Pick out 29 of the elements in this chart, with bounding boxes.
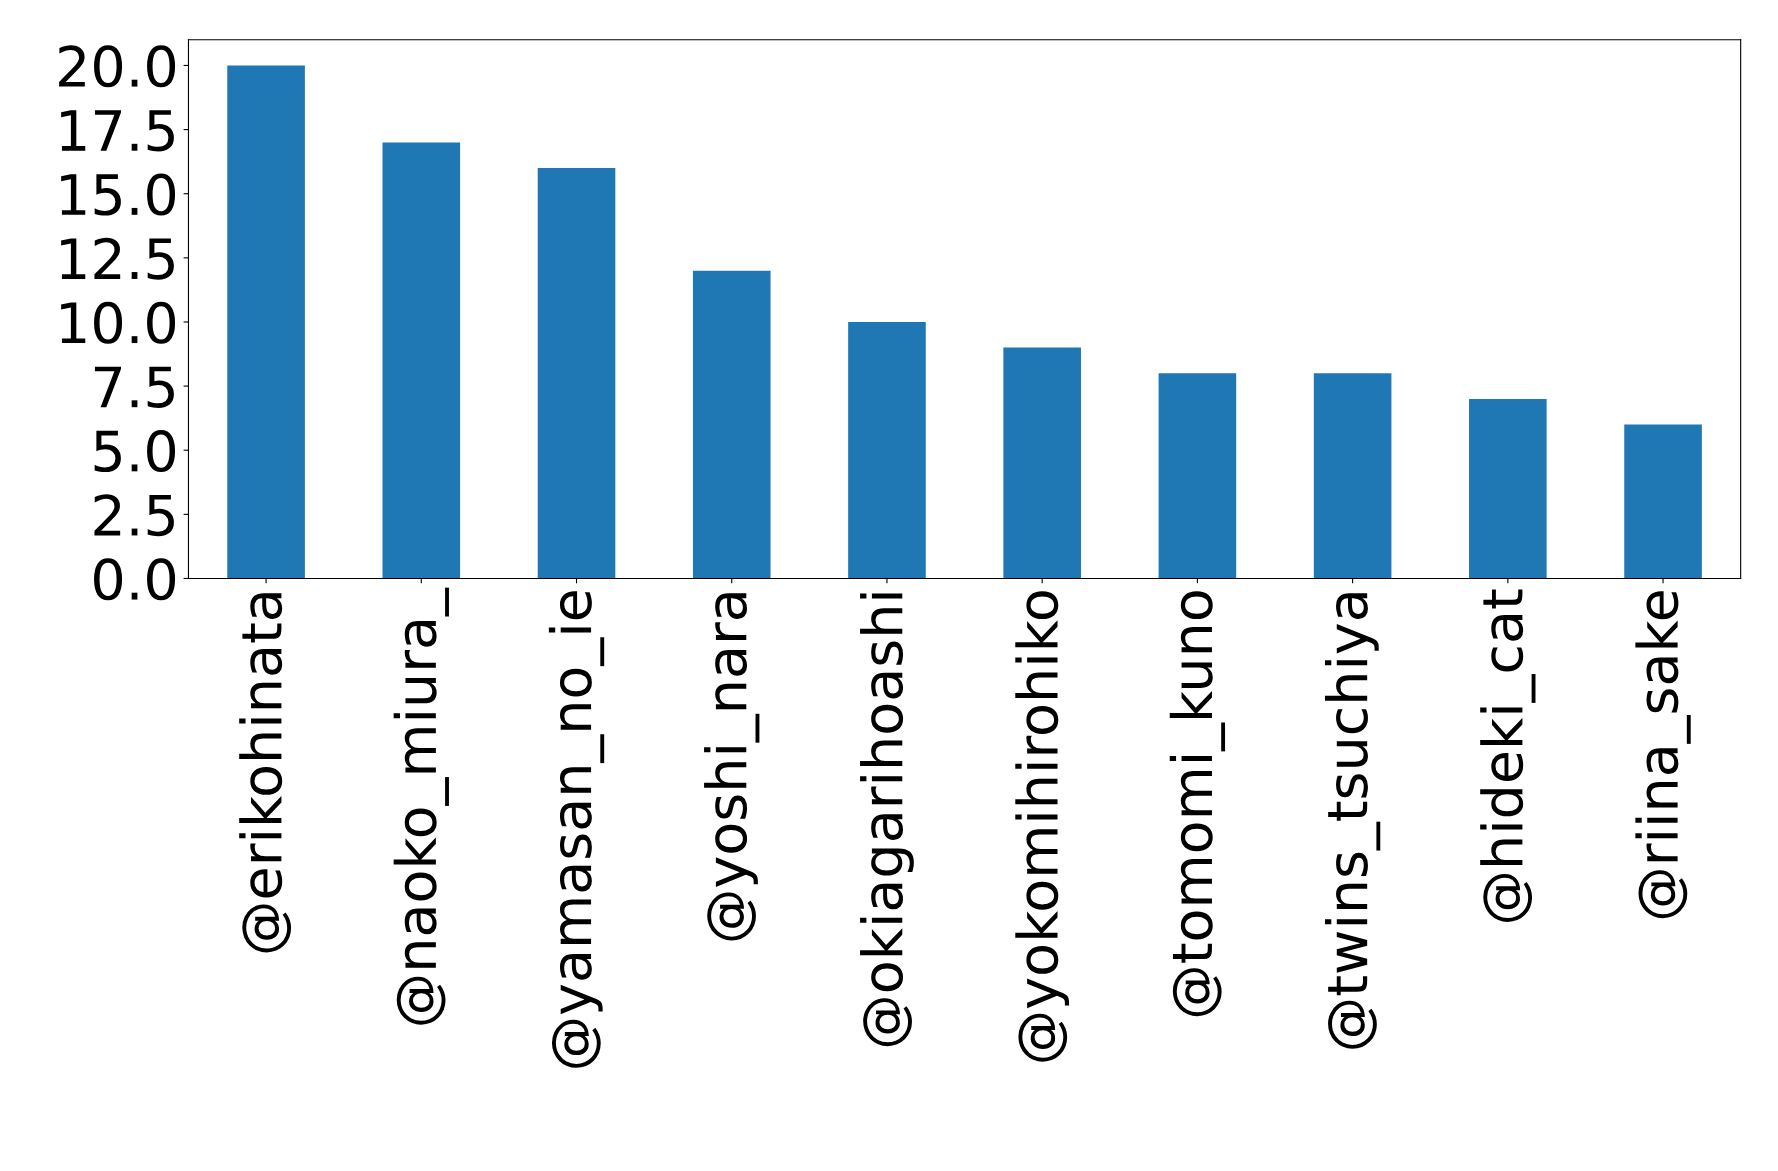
x-tick-label: @yokomihirohiko (1015, 591, 1070, 1062)
bar (1313, 373, 1392, 579)
x-tick-label: @tomomi_kuno (1169, 591, 1226, 1017)
bar (1158, 373, 1237, 579)
y-tick-label: 5.0 (94, 430, 176, 473)
bar (1003, 347, 1081, 579)
x-tick-label: @okiagarihoashi (860, 593, 914, 1047)
x-tick-label: @erikohinata (239, 593, 292, 953)
y-tick-label: 10.0 (61, 301, 176, 344)
y-tick-label: 0.0 (94, 558, 176, 601)
x-tick-label: @yoshi_nara (704, 593, 760, 941)
x-tick-label: @naoko_miura_ (393, 587, 449, 1025)
x-tick-label: @yamasan_no_ie (548, 591, 605, 1068)
y-tick-label: 20.0 (59, 45, 176, 88)
y-tick-label: 15.0 (61, 173, 176, 216)
x-tick-label: @twins_tsuchiya (1324, 593, 1381, 1049)
y-tick-label: 12.5 (61, 237, 174, 280)
bar (1624, 424, 1702, 579)
bar (848, 321, 926, 579)
bar (227, 65, 305, 579)
bar (382, 142, 461, 579)
x-tick-label: @hideki_cat (1480, 589, 1536, 922)
bar (1469, 398, 1547, 579)
bar (692, 270, 771, 579)
y-tick-label: 17.5 (61, 110, 174, 152)
y-tick-label: 7.5 (94, 366, 174, 408)
x-tick-label: @riina_sake (1635, 591, 1691, 919)
y-tick-label: 2.5 (94, 494, 174, 537)
bar (537, 168, 616, 579)
